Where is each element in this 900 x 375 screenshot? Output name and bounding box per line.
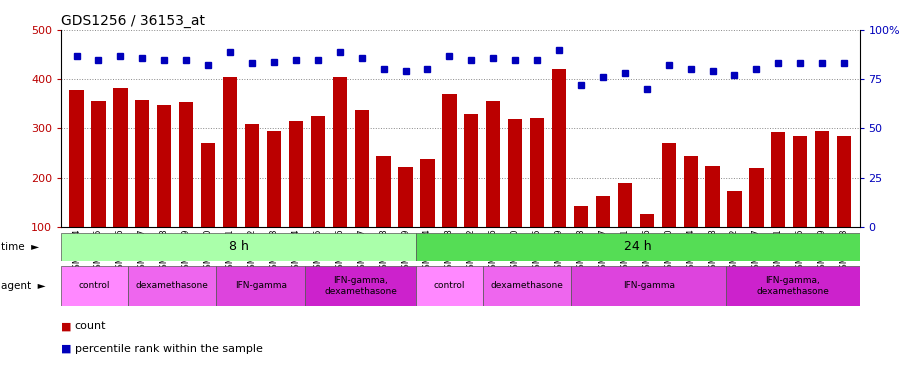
Text: time  ►: time ►: [1, 242, 39, 252]
Text: GDS1256 / 36153_at: GDS1256 / 36153_at: [61, 13, 205, 28]
Bar: [815, 131, 829, 276]
Bar: [135, 100, 149, 276]
FancyBboxPatch shape: [572, 266, 726, 306]
Bar: [158, 105, 171, 276]
Bar: [837, 136, 851, 276]
Bar: [617, 183, 632, 276]
Bar: [793, 136, 807, 276]
Bar: [640, 214, 654, 276]
Bar: [508, 118, 522, 276]
Text: 8 h: 8 h: [229, 240, 248, 253]
Bar: [113, 88, 128, 276]
Bar: [683, 156, 698, 276]
Bar: [530, 118, 544, 276]
Text: control: control: [78, 281, 110, 290]
Text: control: control: [434, 281, 465, 290]
Bar: [355, 110, 369, 276]
Text: count: count: [75, 321, 106, 331]
FancyBboxPatch shape: [416, 266, 482, 306]
Bar: [399, 167, 412, 276]
Text: dexamethasone: dexamethasone: [136, 281, 209, 290]
Bar: [310, 116, 325, 276]
Bar: [420, 159, 435, 276]
Text: agent  ►: agent ►: [1, 281, 46, 291]
FancyBboxPatch shape: [216, 266, 305, 306]
Bar: [727, 191, 742, 276]
Bar: [750, 168, 763, 276]
Bar: [442, 94, 456, 276]
Text: ■: ■: [61, 344, 72, 354]
Bar: [92, 101, 105, 276]
Text: dexamethasone: dexamethasone: [491, 281, 563, 290]
Bar: [464, 114, 479, 276]
Bar: [201, 143, 215, 276]
Text: IFN-gamma,
dexamethasone: IFN-gamma, dexamethasone: [324, 276, 397, 296]
Text: ■: ■: [61, 321, 72, 331]
FancyBboxPatch shape: [416, 232, 860, 261]
Bar: [266, 131, 281, 276]
Text: IFN-gamma: IFN-gamma: [623, 281, 675, 290]
Bar: [574, 206, 588, 276]
Bar: [486, 101, 500, 276]
FancyBboxPatch shape: [61, 232, 416, 261]
Bar: [706, 166, 720, 276]
Text: 24 h: 24 h: [624, 240, 652, 253]
Bar: [179, 102, 194, 276]
Text: IFN-gamma: IFN-gamma: [235, 281, 287, 290]
FancyBboxPatch shape: [726, 266, 860, 306]
Bar: [376, 156, 391, 276]
Bar: [245, 123, 259, 276]
Text: percentile rank within the sample: percentile rank within the sample: [75, 344, 263, 354]
FancyBboxPatch shape: [482, 266, 572, 306]
FancyBboxPatch shape: [305, 266, 416, 306]
Bar: [69, 90, 84, 276]
FancyBboxPatch shape: [128, 266, 216, 306]
Text: IFN-gamma,
dexamethasone: IFN-gamma, dexamethasone: [757, 276, 830, 296]
Bar: [662, 143, 676, 276]
Bar: [223, 77, 238, 276]
FancyBboxPatch shape: [61, 266, 128, 306]
Bar: [333, 77, 346, 276]
Bar: [596, 196, 610, 276]
Bar: [289, 121, 303, 276]
Bar: [552, 69, 566, 276]
Bar: [771, 132, 786, 276]
